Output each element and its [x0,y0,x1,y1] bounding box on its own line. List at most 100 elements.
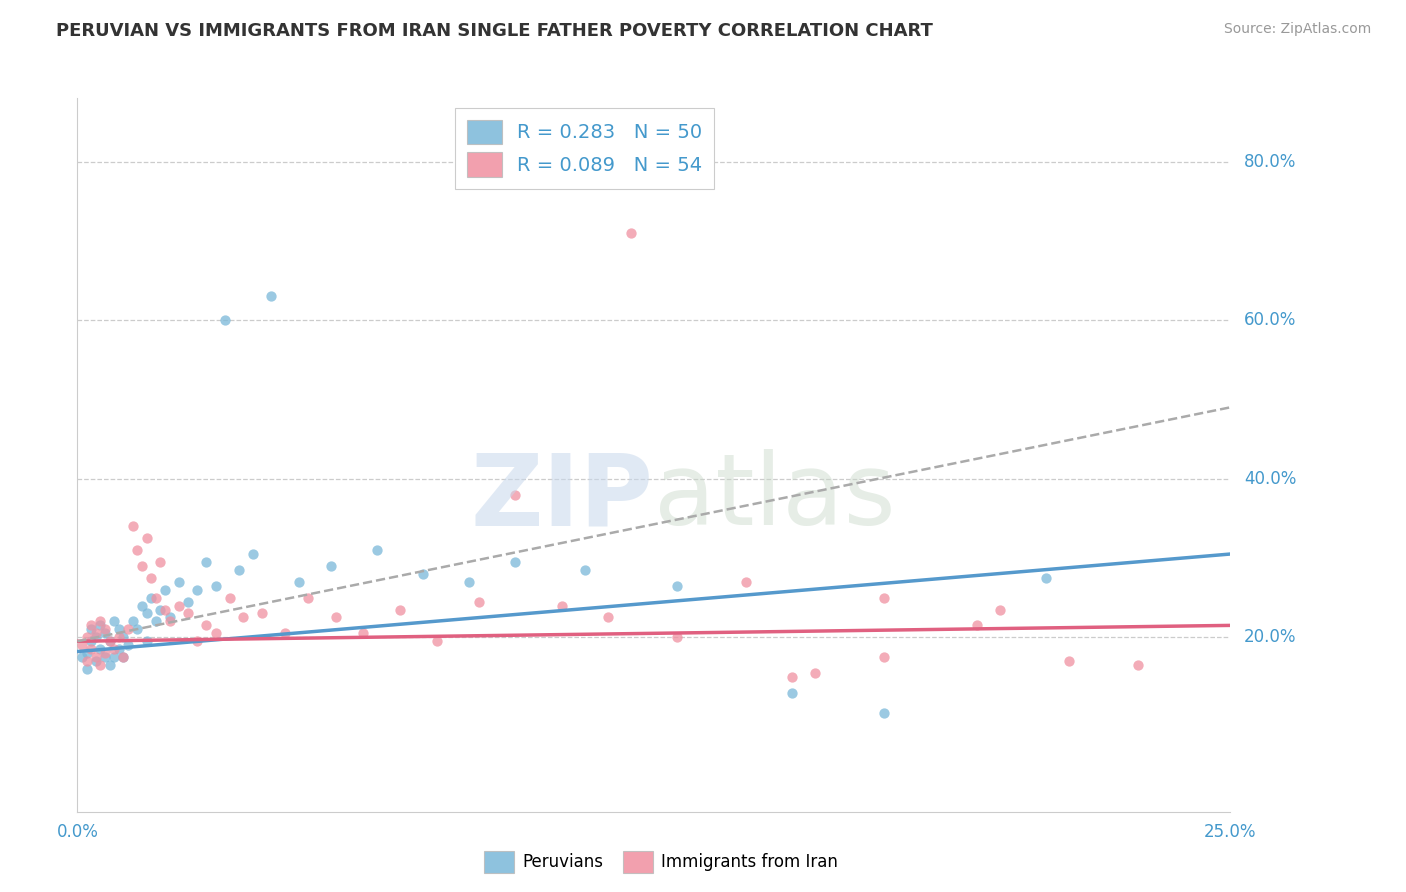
Point [250,607,273,621]
Point [804,665,827,680]
Point [108,623,131,637]
Point [319,558,342,573]
Point [76,630,98,644]
Point [117,623,139,637]
Text: PERUVIAN VS IMMIGRANTS FROM IRAN SINGLE FATHER POVERTY CORRELATION CHART: PERUVIAN VS IMMIGRANTS FROM IRAN SINGLE … [56,22,934,40]
Point [70,638,93,652]
Point [297,591,319,605]
Point [103,650,125,665]
Point [153,602,176,616]
Point [232,610,254,624]
Point [325,610,347,624]
Point [84,650,107,665]
Point [988,602,1011,616]
Text: 80.0%: 80.0% [1244,153,1296,170]
Point [145,615,167,629]
Point [80,618,103,632]
Point [117,638,139,652]
Point [389,602,412,616]
Point [80,623,103,637]
Point [135,531,157,545]
Point [84,654,107,668]
Point [76,662,98,676]
Point [153,582,176,597]
Point [145,591,167,605]
Point [274,626,297,640]
Text: 40.0%: 40.0% [1244,470,1296,488]
Point [167,599,190,613]
Text: 60.0%: 60.0% [1244,311,1296,329]
Point [780,686,803,700]
Point [574,563,596,577]
Point [186,634,208,648]
Point [195,555,218,569]
Text: 20.0%: 20.0% [1244,628,1296,647]
Point [177,607,200,621]
Point [94,650,117,665]
Point [1057,654,1080,668]
Point [204,626,226,640]
Point [112,650,135,665]
Point [139,591,162,605]
Point [89,658,111,673]
Point [366,543,388,558]
Point [665,579,688,593]
Point [80,642,103,657]
Text: atlas: atlas [654,450,896,546]
Point [218,591,240,605]
Point [112,650,135,665]
Point [665,630,688,644]
Point [149,555,172,569]
Point [131,599,153,613]
Point [159,610,181,624]
Y-axis label: Single Father Poverty: Single Father Poverty [0,374,7,536]
Point [112,630,135,644]
Point [426,634,449,648]
Point [195,618,218,632]
Point [98,634,121,648]
Point [80,634,103,648]
Point [89,618,111,632]
Point [1126,658,1149,673]
Point [412,566,434,581]
Point [352,626,374,640]
Point [780,670,803,684]
Point [550,599,572,613]
Point [458,574,481,589]
Point [84,630,107,644]
Point [228,563,250,577]
Point [167,574,190,589]
Point [287,574,309,589]
Point [873,706,896,720]
Point [467,594,489,608]
Point [121,519,143,533]
Point [94,646,117,660]
Point [89,615,111,629]
Point [76,654,98,668]
Point [121,615,143,629]
Point [108,630,131,644]
Point [159,615,181,629]
Point [70,650,93,665]
Point [127,543,149,558]
Point [1035,571,1057,585]
Legend: R = 0.283   N = 50, R = 0.089   N = 54: R = 0.283 N = 50, R = 0.089 N = 54 [456,108,714,189]
Point [620,226,643,240]
Point [204,579,226,593]
Point [98,634,121,648]
Point [873,591,896,605]
Point [89,642,111,657]
Point [135,634,157,648]
Point [131,558,153,573]
Point [108,642,131,657]
Point [505,555,527,569]
Point [98,658,121,673]
Point [103,642,125,657]
Point [135,607,157,621]
Point [84,626,107,640]
Point [139,571,162,585]
Point [505,487,527,501]
Point [873,650,896,665]
Point [76,646,98,660]
Point [735,574,758,589]
